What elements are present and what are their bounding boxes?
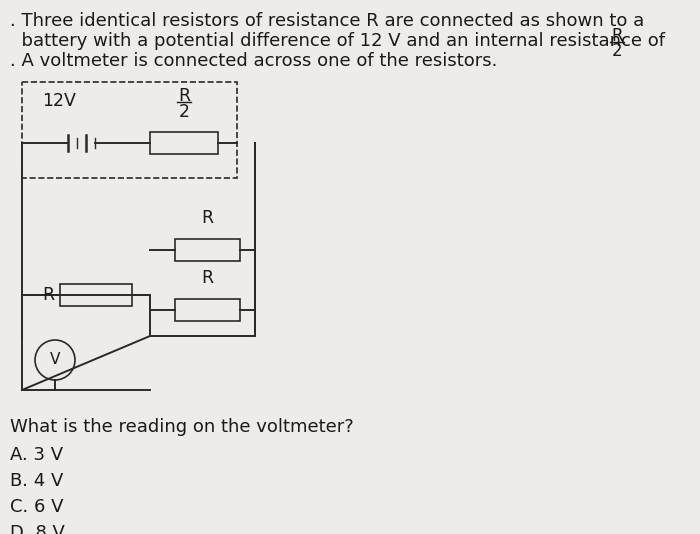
Text: R: R: [178, 87, 190, 105]
Text: 2: 2: [178, 103, 190, 121]
Bar: [22, 82, 237, 178]
Text: What is the reading on the voltmeter?: What is the reading on the voltmeter?: [10, 418, 354, 436]
Text: 12V: 12V: [42, 92, 76, 110]
Text: A. 3 V: A. 3 V: [10, 446, 63, 464]
Text: . A voltmeter is connected across one of the resistors.: . A voltmeter is connected across one of…: [10, 52, 498, 70]
Text: R: R: [202, 209, 214, 227]
Text: R: R: [42, 286, 54, 304]
Text: V: V: [50, 352, 60, 367]
Text: D. 8 V: D. 8 V: [10, 524, 65, 534]
Bar: [175, 299, 240, 321]
Text: B. 4 V: B. 4 V: [10, 472, 64, 490]
Text: C. 6 V: C. 6 V: [10, 498, 64, 516]
Text: battery with a potential difference of 12 V and an internal resistance of: battery with a potential difference of 1…: [10, 32, 671, 50]
Text: R: R: [611, 27, 623, 45]
Text: R: R: [202, 269, 214, 287]
Text: 2: 2: [612, 42, 622, 60]
Bar: [60, 284, 132, 306]
Text: . Three identical resistors of resistance R are connected as shown to a: . Three identical resistors of resistanc…: [10, 12, 644, 30]
Bar: [175, 239, 240, 261]
Bar: [150, 132, 218, 154]
